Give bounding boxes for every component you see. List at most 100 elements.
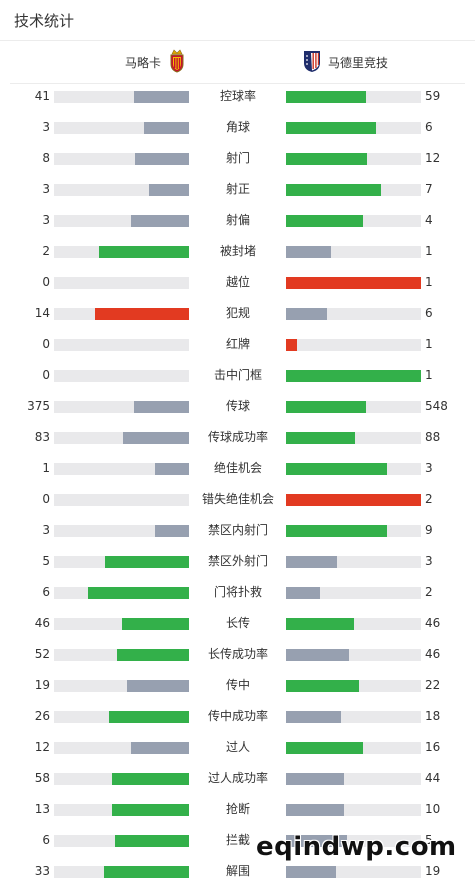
home-stat-bar xyxy=(54,184,189,196)
page-header: 技术统计 xyxy=(0,0,475,41)
away-stat-value: 18 xyxy=(425,709,441,723)
away-stat-bar xyxy=(286,339,421,351)
stats-list: 41 控球率 59 3 角球 6 8 射门 12 3 射正 7 3 射偏 4 2 被封堵 1 0 越位 1 14 犯规 6 0 红… xyxy=(0,81,475,887)
home-stat-value: 13 xyxy=(34,802,50,816)
away-stat-value: 9 xyxy=(425,523,433,537)
home-stat-bar-fill xyxy=(94,308,189,320)
stat-label: 射正 xyxy=(225,182,250,196)
stat-label: 控球率 xyxy=(219,89,256,103)
away-stat-bar-fill xyxy=(286,711,342,723)
away-stat-value: 44 xyxy=(425,771,441,785)
away-stat-value: 548 xyxy=(425,399,448,413)
stat-label: 传中 xyxy=(225,678,250,692)
away-stat-bar-fill xyxy=(286,401,366,413)
home-stat-value: 0 xyxy=(42,368,50,382)
away-stat-bar xyxy=(286,463,421,475)
stat-label: 角球 xyxy=(225,120,250,134)
home-stat-value: 14 xyxy=(34,306,50,320)
away-stat-bar-fill xyxy=(286,804,345,816)
stat-row: 58 过人成功率 44 xyxy=(0,763,475,794)
stat-row: 5 禁区外射门 3 xyxy=(0,546,475,577)
away-stat-value: 12 xyxy=(425,151,441,165)
stat-label: 击中门框 xyxy=(213,368,262,382)
home-stat-value: 83 xyxy=(34,430,50,444)
away-stat-bar xyxy=(286,742,421,754)
stat-label: 解围 xyxy=(225,864,250,878)
away-stat-bar-fill xyxy=(286,308,327,320)
home-team-name: 马略卡 xyxy=(124,55,161,70)
home-stat-bar-fill xyxy=(155,463,189,475)
away-stat-bar-fill xyxy=(286,277,421,289)
home-stat-bar xyxy=(54,122,189,134)
home-stat-bar xyxy=(54,618,189,630)
stat-label: 射门 xyxy=(225,151,250,165)
away-team-name: 马德里竞技 xyxy=(328,55,389,70)
away-stat-bar xyxy=(286,122,421,134)
away-stat-bar xyxy=(286,494,421,506)
away-stat-bar xyxy=(286,866,421,878)
home-team[interactable]: 马略卡 xyxy=(125,41,193,83)
stat-label: 越位 xyxy=(225,275,250,289)
stat-row: 46 长传 46 xyxy=(0,608,475,639)
away-stat-bar xyxy=(286,432,421,444)
stat-label: 绝佳机会 xyxy=(213,461,262,475)
home-stat-bar-fill xyxy=(122,432,189,444)
away-stat-bar xyxy=(286,246,421,258)
stat-row: 14 犯规 6 xyxy=(0,298,475,329)
away-stat-value: 3 xyxy=(425,554,433,568)
away-stat-bar xyxy=(286,680,421,692)
home-stat-bar-fill xyxy=(103,866,189,878)
away-stat-bar xyxy=(286,401,421,413)
home-stat-value: 52 xyxy=(34,647,50,661)
stat-row: 0 错失绝佳机会 2 xyxy=(0,484,475,515)
home-stat-bar xyxy=(54,246,189,258)
stat-row: 52 长传成功率 46 xyxy=(0,639,475,670)
away-stat-bar xyxy=(286,804,421,816)
away-stat-value: 7 xyxy=(425,182,433,196)
stat-label: 传球 xyxy=(225,399,250,413)
stat-row: 1 绝佳机会 3 xyxy=(0,453,475,484)
away-team[interactable]: 马德里竞技 xyxy=(290,41,388,83)
stat-row: 8 射门 12 xyxy=(0,143,475,174)
away-stat-value: 59 xyxy=(425,89,441,103)
home-stat-bar xyxy=(54,649,189,661)
stat-row: 0 越位 1 xyxy=(0,267,475,298)
stat-row: 41 控球率 59 xyxy=(0,81,475,112)
home-stat-bar xyxy=(54,587,189,599)
home-stat-bar-fill xyxy=(114,835,189,847)
stat-label: 抢断 xyxy=(225,802,250,816)
away-stat-bar-fill xyxy=(286,463,388,475)
stat-row: 0 红牌 1 xyxy=(0,329,475,360)
home-stat-bar-fill xyxy=(148,184,189,196)
stat-row: 3 射偏 4 xyxy=(0,205,475,236)
stat-row: 19 传中 22 xyxy=(0,670,475,701)
home-stat-bar xyxy=(54,401,189,413)
away-stat-value: 88 xyxy=(425,430,441,444)
away-stat-value: 2 xyxy=(425,585,433,599)
home-stat-bar-fill xyxy=(144,122,189,134)
away-stat-bar-fill xyxy=(286,680,359,692)
away-stat-bar xyxy=(286,773,421,785)
away-stat-value: 22 xyxy=(425,678,441,692)
home-stat-value: 46 xyxy=(34,616,50,630)
home-stat-value: 1 xyxy=(42,461,50,475)
away-stat-value: 16 xyxy=(425,740,441,754)
stat-row: 13 抢断 10 xyxy=(0,794,475,825)
home-stat-bar-fill xyxy=(109,711,189,723)
away-stat-bar-fill xyxy=(286,339,297,351)
away-stat-value: 4 xyxy=(425,213,433,227)
stat-label: 拦截 xyxy=(225,833,250,847)
away-stat-bar-fill xyxy=(286,525,388,537)
away-stat-bar-fill xyxy=(286,649,350,661)
home-stat-bar xyxy=(54,804,189,816)
stat-row: 26 传中成功率 18 xyxy=(0,701,475,732)
home-stat-bar-fill xyxy=(135,153,189,165)
home-stat-bar xyxy=(54,711,189,723)
stat-row: 0 击中门框 1 xyxy=(0,360,475,391)
home-stat-value: 3 xyxy=(42,182,50,196)
stat-label: 过人成功率 xyxy=(207,771,268,785)
page-title: 技术统计 xyxy=(14,12,75,30)
home-stat-bar xyxy=(54,339,189,351)
away-stat-value: 1 xyxy=(425,275,433,289)
away-stat-value: 1 xyxy=(425,368,433,382)
